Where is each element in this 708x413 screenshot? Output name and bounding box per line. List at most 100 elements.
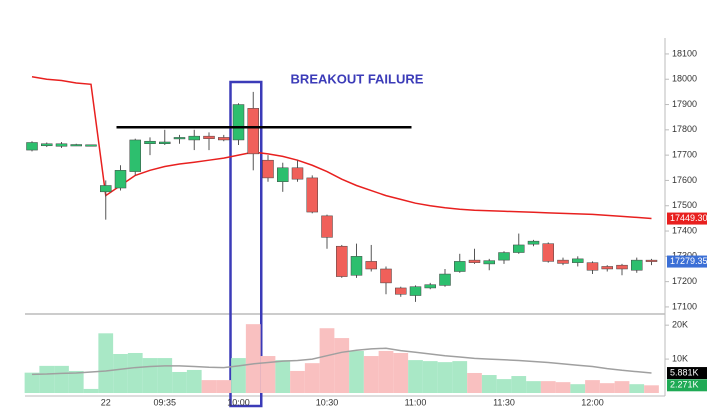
candle-body [365,261,377,270]
volume-bar [599,383,615,393]
volume-bar [98,333,114,393]
volume-bar [614,381,630,393]
candle-body [321,215,333,238]
candle-body [159,141,171,144]
candle-body [188,135,200,141]
candle-body [262,159,274,179]
volume-bar [83,388,99,393]
volume-bar [349,350,364,393]
volume-bar [113,354,128,393]
price-tag-box [667,255,707,268]
y-tick-label: 17600 [672,175,697,185]
candle-body [350,256,363,276]
highlight-box [229,80,263,408]
y-tick-label: 17900 [672,99,697,109]
candle-body [306,177,318,213]
candle-body [527,240,540,245]
volume-bar [422,361,438,393]
y-tick-label: 17700 [672,150,697,160]
candle-body [616,264,628,270]
candle-body [336,245,348,277]
volume-bar [275,360,291,393]
candle-body [395,287,407,295]
x-tick-label: 22 [101,397,111,407]
volume-bar [142,358,158,393]
volume-bar [408,360,423,393]
volume-bar [127,352,143,393]
candle-body [100,185,112,193]
volume-bar [231,358,246,393]
volume-bar [24,372,40,393]
candle-body [424,284,436,289]
candle-body [645,259,658,262]
candle-body [468,259,481,263]
candle-body [513,244,525,253]
candle-body [601,266,613,270]
price-tag: 17279.35 [670,256,708,266]
y-tick-label: 17200 [672,276,697,286]
candle-body [232,104,245,141]
volume-average-line [31,347,652,376]
y-tick-label: 17100 [672,301,697,311]
volume-bar [570,384,586,393]
annotation: BREAKOUT FAILURE [291,71,424,86]
volume-bar [378,350,394,393]
volume-bar [526,381,541,393]
candle-body [173,137,186,140]
volume-bar [157,358,173,393]
volume-bar [68,370,84,393]
volume-bar [363,356,379,393]
volume-bar [201,380,217,393]
candle-body [85,144,97,147]
volume-bar [496,379,512,393]
candle-body [203,135,215,139]
price-tag-box [667,212,707,225]
candle-body [114,170,127,189]
candle-body [41,143,53,147]
volume-tag-box [667,367,707,380]
y-tick-label: 17800 [672,124,697,134]
volume-bar [644,385,659,393]
volume-bar [629,384,645,393]
volume-bar [452,361,468,393]
candle-body [129,139,141,172]
candle-body [483,260,495,265]
candle-body [572,258,584,263]
volume-tick-label: 10K [672,353,688,363]
volume-bar [172,371,187,393]
candle-body [498,252,510,261]
candle-body [291,167,304,180]
volume-bar [290,370,305,393]
volume-bar [540,381,556,393]
volume-bar [319,328,335,393]
candle-body [144,140,156,144]
candle-body [557,259,569,264]
volume-bar [511,376,527,393]
volume-tag: 2.271K [670,380,699,390]
candle-body [586,262,599,271]
x-tick-label: 11:30 [493,397,515,407]
volume-bar [481,375,497,393]
x-tick-label: 10:30 [316,397,339,407]
candle-body [277,167,289,182]
candle-body [380,268,392,284]
candle-body [454,261,466,272]
volume-bar [216,380,232,393]
x-tick-label: 10:00 [227,397,250,407]
volume-bar [304,363,320,393]
volume-bar [245,324,261,393]
candle-body [409,286,422,296]
volume-tag-box [667,379,707,392]
y-tick-label: 18100 [672,48,697,58]
volume-tag: 5.881K [670,367,699,377]
x-tick-label: 11:00 [405,397,427,407]
candle-body [55,143,68,147]
candle-body [542,243,554,262]
candle-body [631,259,643,271]
volume-bar [54,365,69,393]
y-tick-label: 17400 [672,225,697,235]
price-tag: 17449.30 [670,213,708,223]
x-tick-label: 12:00 [581,397,604,407]
